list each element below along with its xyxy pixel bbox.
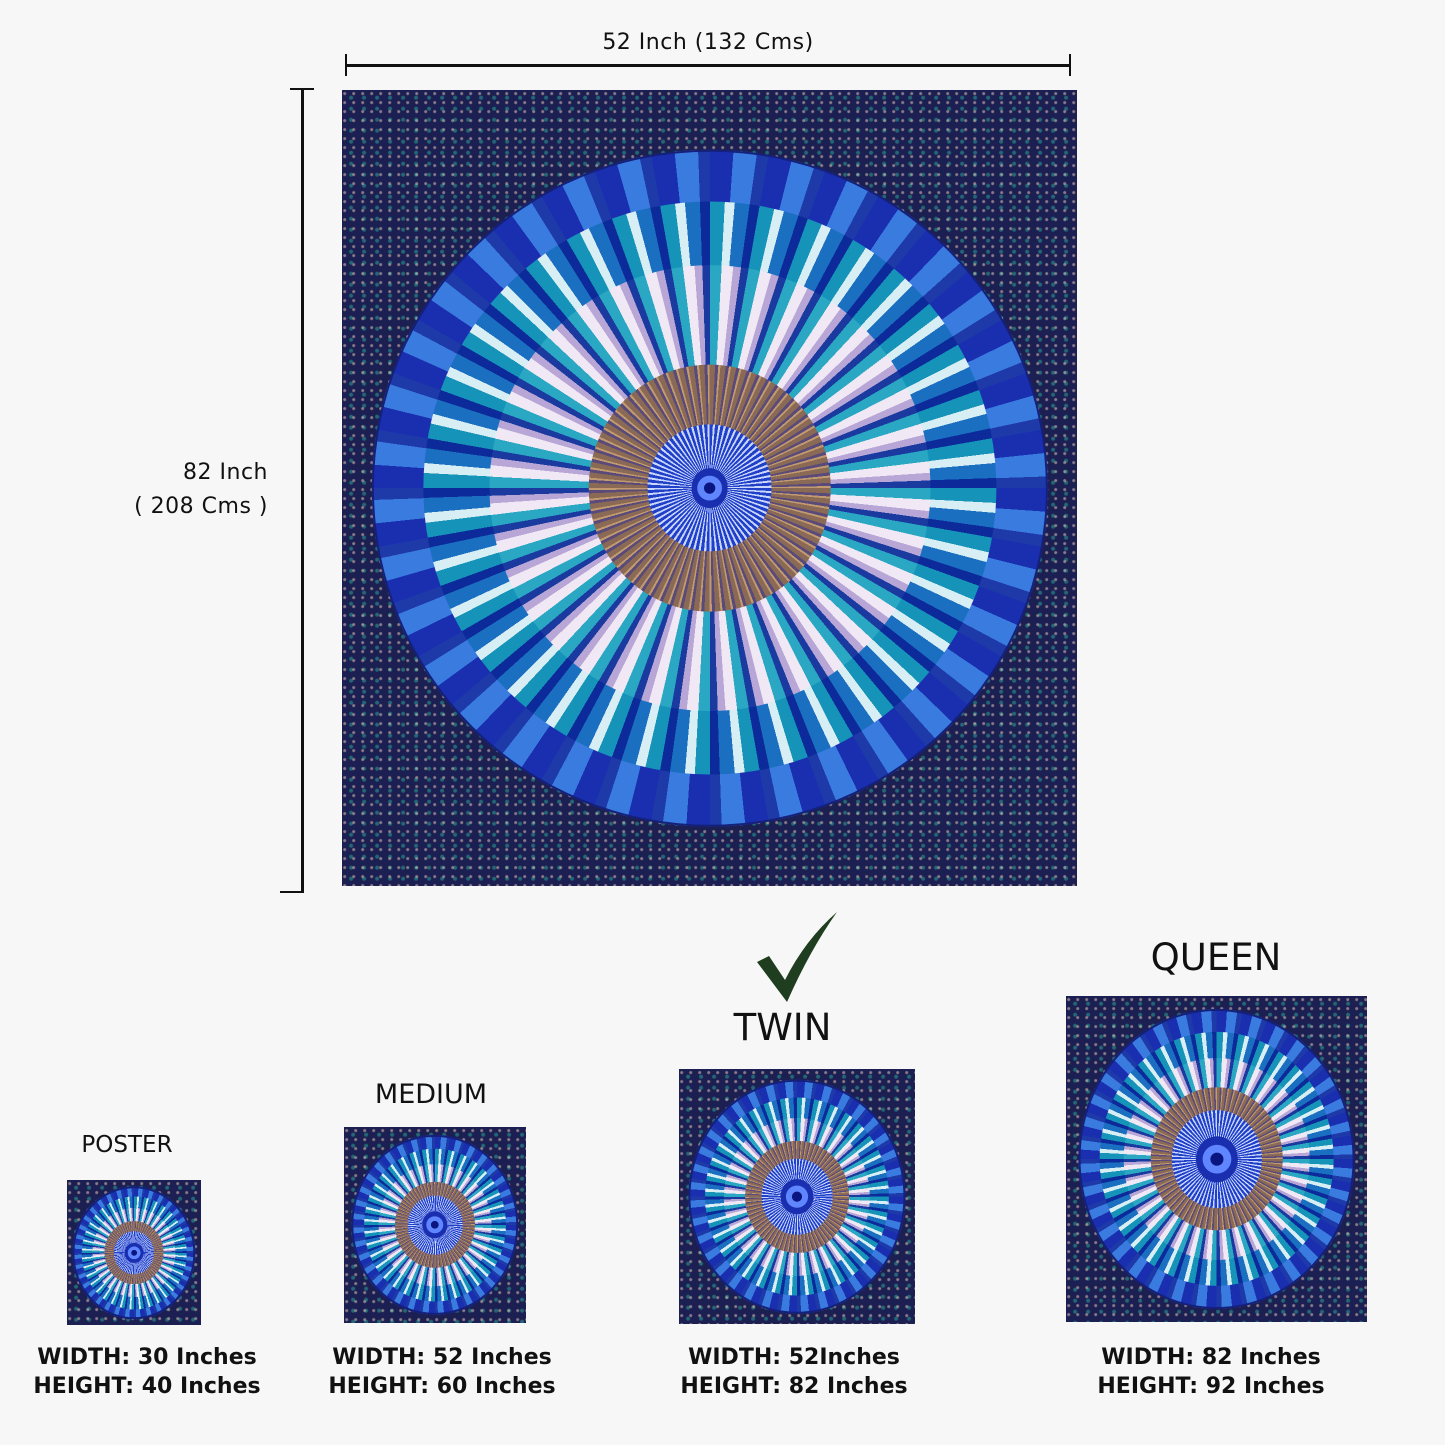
medium-thumbnail [344, 1127, 526, 1323]
queen-thumbnail [1066, 996, 1367, 1322]
queen-specs: WIDTH: 82 Inches HEIGHT: 92 Inches [1084, 1343, 1338, 1401]
size-name-medium: MEDIUM [374, 1079, 488, 1110]
width-tick-left [345, 54, 347, 76]
width-dimension-line [346, 64, 1070, 67]
twin-width: WIDTH: 52Inches [688, 1345, 900, 1370]
poster-height: HEIGHT: 40 Inches [33, 1374, 261, 1399]
height-tick-bottom [280, 891, 304, 893]
medium-height: HEIGHT: 60 Inches [328, 1374, 556, 1399]
width-tick-right [1069, 54, 1071, 76]
height-dimension-label: 82 Inch [183, 460, 268, 485]
size-name-poster: POSTER [81, 1132, 173, 1158]
medium-specs: WIDTH: 52 Inches HEIGHT: 60 Inches [315, 1343, 569, 1401]
queen-width: WIDTH: 82 Inches [1101, 1345, 1321, 1370]
poster-width: WIDTH: 30 Inches [37, 1345, 257, 1370]
poster-thumbnail [67, 1180, 201, 1325]
width-dimension-label: 52 Inch (132 Cms) [602, 30, 814, 55]
twin-height: HEIGHT: 82 Inches [680, 1374, 908, 1399]
twin-specs: WIDTH: 52Inches HEIGHT: 82 Inches [667, 1343, 921, 1401]
size-name-queen: QUEEN [1150, 936, 1282, 979]
checkmark-icon [757, 912, 837, 1002]
size-name-twin: TWIN [733, 1006, 832, 1049]
poster-specs: WIDTH: 30 Inches HEIGHT: 40 Inches [20, 1343, 274, 1401]
height-dimension-line [301, 89, 304, 893]
height-dimension-cm-label: ( 208 Cms ) [134, 494, 268, 519]
twin-thumbnail [679, 1069, 915, 1324]
medium-width: WIDTH: 52 Inches [332, 1345, 552, 1370]
main-tapestry-image [342, 90, 1077, 886]
queen-height: HEIGHT: 92 Inches [1097, 1374, 1325, 1399]
height-tick-top [290, 88, 314, 90]
